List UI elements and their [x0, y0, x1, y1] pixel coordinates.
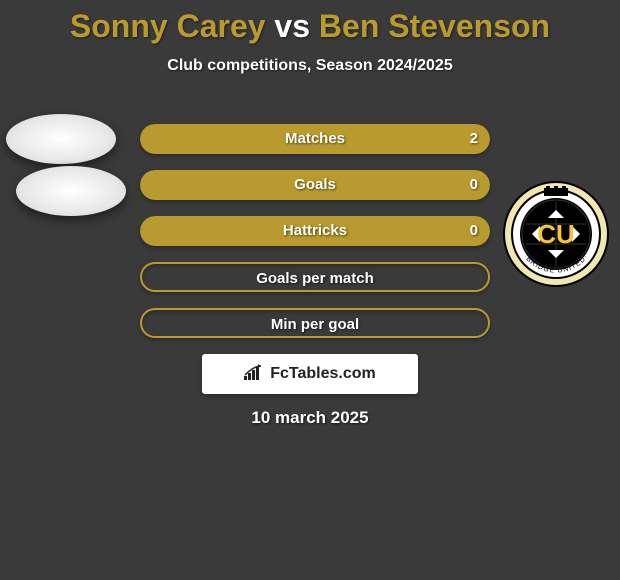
stat-bar-label: Min per goal: [142, 310, 488, 338]
stat-bars: Matches2Goals0Hattricks0Goals per matchM…: [140, 124, 490, 354]
comparison-title: Sonny Carey vs Ben Stevenson: [0, 0, 620, 45]
stat-bar-label: Goals per match: [142, 264, 488, 292]
date-text: 10 march 2025: [0, 408, 620, 428]
club-badge: CU ·BRIDGE UNITED·: [502, 180, 610, 288]
player2-name: Ben Stevenson: [319, 8, 550, 44]
stat-bar-value: 0: [470, 216, 478, 246]
player1-name: Sonny Carey: [70, 8, 266, 44]
stat-bar-row: Min per goal: [140, 308, 490, 338]
stat-bar-row: Goals per match: [140, 262, 490, 292]
branding-box: FcTables.com: [202, 354, 418, 394]
vs-text: vs: [274, 8, 310, 44]
player-headshot-placeholder: [6, 114, 116, 164]
branding-text: FcTables.com: [270, 365, 376, 383]
stat-bar-label: Matches: [140, 124, 490, 154]
stat-bar-label: Hattricks: [140, 216, 490, 246]
stat-bar-value: 0: [470, 170, 478, 200]
stat-bar-row: Matches2: [140, 124, 490, 154]
stat-bar-row: Goals0: [140, 170, 490, 200]
stat-bar-row: Hattricks0: [140, 216, 490, 246]
signal-bars-icon: [244, 364, 264, 385]
subtitle: Club competitions, Season 2024/2025: [0, 57, 620, 75]
player-headshot-placeholder: [16, 166, 126, 216]
stat-bar-value: 2: [470, 124, 478, 154]
club-badge-text: CU: [537, 219, 575, 249]
stat-bar-label: Goals: [140, 170, 490, 200]
